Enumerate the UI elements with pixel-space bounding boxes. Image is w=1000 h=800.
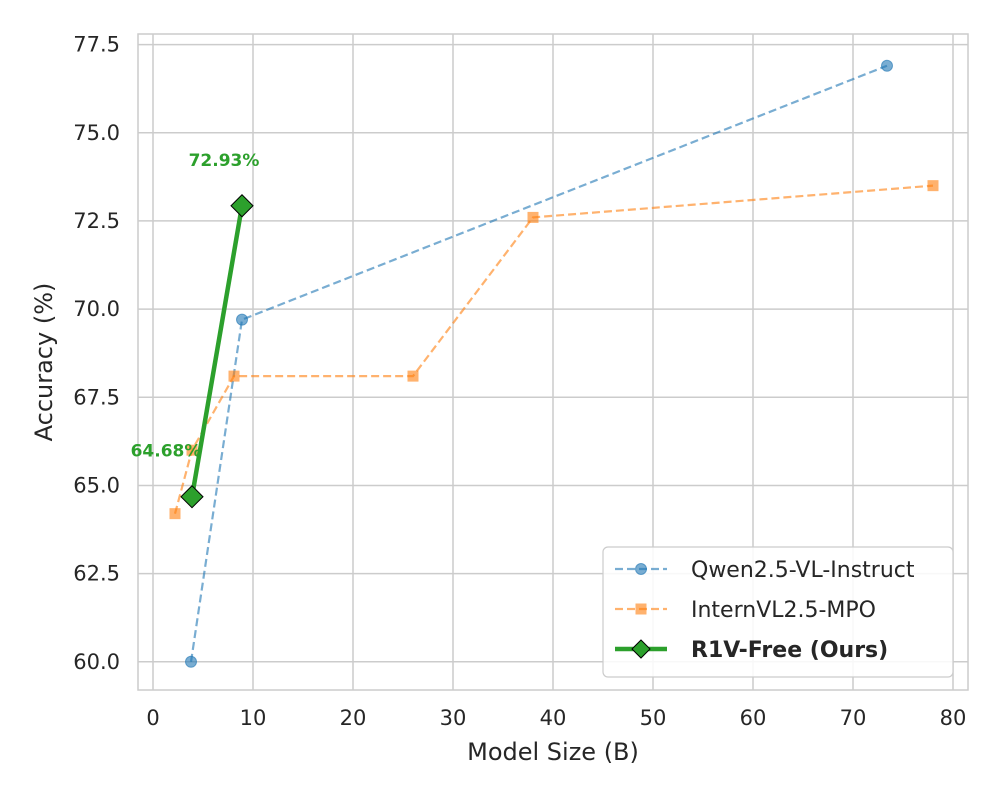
data-annotation: 72.93% [189,151,260,171]
series-r1v-free-ours [180,194,254,509]
legend-marker [635,603,647,615]
y-tick-label: 67.5 [73,385,120,409]
data-point [185,655,197,668]
grid [138,34,968,690]
data-point [180,485,204,509]
x-tick-label: 80 [940,706,967,730]
x-tick-label: 50 [640,706,667,730]
plot-frame [137,33,969,691]
x-tick-label: 10 [240,706,267,730]
y-tick-label: 72.5 [73,209,120,233]
legend-entry: InternVL2.5-MPO [615,598,876,623]
legend-marker [631,639,651,659]
y-axis-label: Accuracy (%) [30,283,58,442]
series-line [189,205,245,498]
legend-marker [635,563,647,575]
series-layer [169,59,939,668]
legend-label: InternVL2.5-MPO [691,598,876,623]
y-tick-label: 70.0 [73,297,120,321]
y-tick-label: 77.5 [73,33,120,57]
x-tick-label: 70 [840,706,867,730]
legend-label: R1V-Free (Ours) [691,638,888,663]
x-tick-label: 20 [340,706,367,730]
x-tick-label: 0 [146,706,159,730]
series-internvl2-5-mpo [169,180,939,520]
x-tick-label: 40 [540,706,567,730]
data-annotation: 64.68% [131,442,202,462]
series-qwen2-5-vl-instruct [185,59,893,668]
data-point [230,194,254,218]
data-point [927,180,939,192]
legend: Qwen2.5-VL-Instruct InternVL2.5-MPO R1V-Fr… [602,546,954,678]
data-point [881,59,893,72]
x-tick-label: 60 [740,706,767,730]
y-axis-ticks: 60.0 62.5 65.0 67.5 70.0 72.5 75.0 77.5 [73,33,120,674]
series-line [189,64,888,662]
data-point [169,508,181,520]
data-point [527,211,539,223]
data-point [236,313,248,326]
data-point [228,370,240,382]
x-axis-label: Model Size (B) [467,738,639,766]
legend-box [602,546,954,678]
y-tick-label: 75.0 [73,121,120,145]
annotations: 72.93% 64.68% [131,151,260,462]
x-tick-label: 30 [440,706,467,730]
y-tick-label: 60.0 [73,650,120,674]
series-line [173,184,934,514]
y-tick-label: 65.0 [73,473,120,497]
data-point [407,370,419,382]
x-axis-ticks: 0 10 20 30 40 50 60 70 80 [146,706,966,730]
y-tick-label: 62.5 [73,562,120,586]
data-point [186,444,198,456]
legend-entry: R1V-Free (Ours) [615,638,888,663]
legend-entry: Qwen2.5-VL-Instruct [615,558,915,583]
legend-label: Qwen2.5-VL-Instruct [691,558,915,583]
